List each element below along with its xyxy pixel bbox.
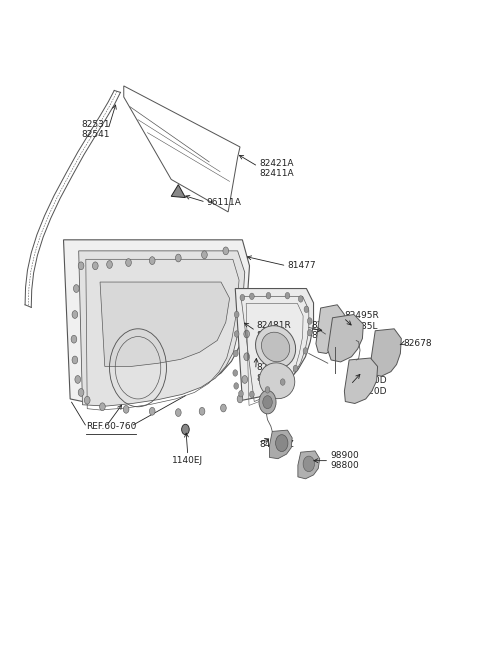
Circle shape <box>233 350 238 357</box>
Circle shape <box>75 375 81 383</box>
Circle shape <box>126 259 132 267</box>
Text: REF.60-760: REF.60-760 <box>86 422 136 431</box>
Circle shape <box>299 295 303 302</box>
Polygon shape <box>328 314 363 362</box>
Polygon shape <box>79 251 245 406</box>
Text: 82481R
82471L: 82481R 82471L <box>257 321 291 341</box>
Circle shape <box>78 388 84 396</box>
Text: 82678: 82678 <box>404 339 432 348</box>
Circle shape <box>84 396 90 404</box>
Circle shape <box>307 329 312 336</box>
Circle shape <box>276 435 288 451</box>
Text: 82531
82541: 82531 82541 <box>81 120 110 139</box>
Ellipse shape <box>259 363 295 399</box>
Circle shape <box>250 391 254 398</box>
Text: 81477: 81477 <box>288 261 316 271</box>
Circle shape <box>242 375 248 383</box>
Text: 96111A: 96111A <box>207 198 241 207</box>
Circle shape <box>237 395 243 403</box>
Ellipse shape <box>255 326 296 368</box>
Text: 84171Z: 84171Z <box>259 440 294 449</box>
Circle shape <box>234 331 239 337</box>
Polygon shape <box>344 358 378 403</box>
Circle shape <box>293 365 298 371</box>
Circle shape <box>244 353 250 361</box>
Circle shape <box>72 310 78 318</box>
Circle shape <box>303 456 314 472</box>
Circle shape <box>234 311 239 318</box>
Polygon shape <box>298 451 320 479</box>
Circle shape <box>176 409 181 417</box>
Polygon shape <box>269 430 292 458</box>
Circle shape <box>149 257 155 265</box>
Circle shape <box>99 403 105 411</box>
Circle shape <box>303 348 308 354</box>
Circle shape <box>71 335 77 343</box>
Circle shape <box>233 369 238 376</box>
Circle shape <box>72 356 78 364</box>
Polygon shape <box>316 305 344 354</box>
Circle shape <box>220 404 226 412</box>
Polygon shape <box>371 329 401 376</box>
Circle shape <box>265 386 270 393</box>
Text: 81310D
81320D: 81310D 81320D <box>351 376 387 396</box>
Circle shape <box>78 262 84 270</box>
Circle shape <box>280 379 285 385</box>
Circle shape <box>107 261 112 269</box>
Circle shape <box>239 390 243 397</box>
Polygon shape <box>63 240 250 402</box>
Text: 82665
82655: 82665 82655 <box>311 321 340 341</box>
Text: 82495R
82485L: 82495R 82485L <box>344 311 379 331</box>
Circle shape <box>244 330 250 338</box>
Circle shape <box>223 247 228 255</box>
Circle shape <box>266 292 271 299</box>
Circle shape <box>240 294 245 301</box>
Ellipse shape <box>262 332 290 362</box>
Circle shape <box>202 251 207 259</box>
Text: 1140EJ: 1140EJ <box>172 456 204 465</box>
Text: 82610
82620: 82610 82620 <box>257 364 285 383</box>
Circle shape <box>259 390 276 414</box>
Circle shape <box>199 407 205 415</box>
Text: 82421A
82411A: 82421A 82411A <box>259 159 294 178</box>
Text: 98900
98800: 98900 98800 <box>330 451 359 470</box>
Circle shape <box>123 405 129 413</box>
Circle shape <box>73 285 79 292</box>
Circle shape <box>181 424 189 435</box>
Polygon shape <box>171 185 185 198</box>
Circle shape <box>93 262 98 270</box>
Circle shape <box>285 292 290 299</box>
Polygon shape <box>235 289 313 400</box>
Circle shape <box>307 318 312 324</box>
Polygon shape <box>100 282 229 366</box>
Circle shape <box>176 254 181 262</box>
Circle shape <box>234 383 239 389</box>
Circle shape <box>304 306 309 312</box>
Circle shape <box>250 293 254 299</box>
Circle shape <box>149 407 155 415</box>
Circle shape <box>263 396 272 409</box>
